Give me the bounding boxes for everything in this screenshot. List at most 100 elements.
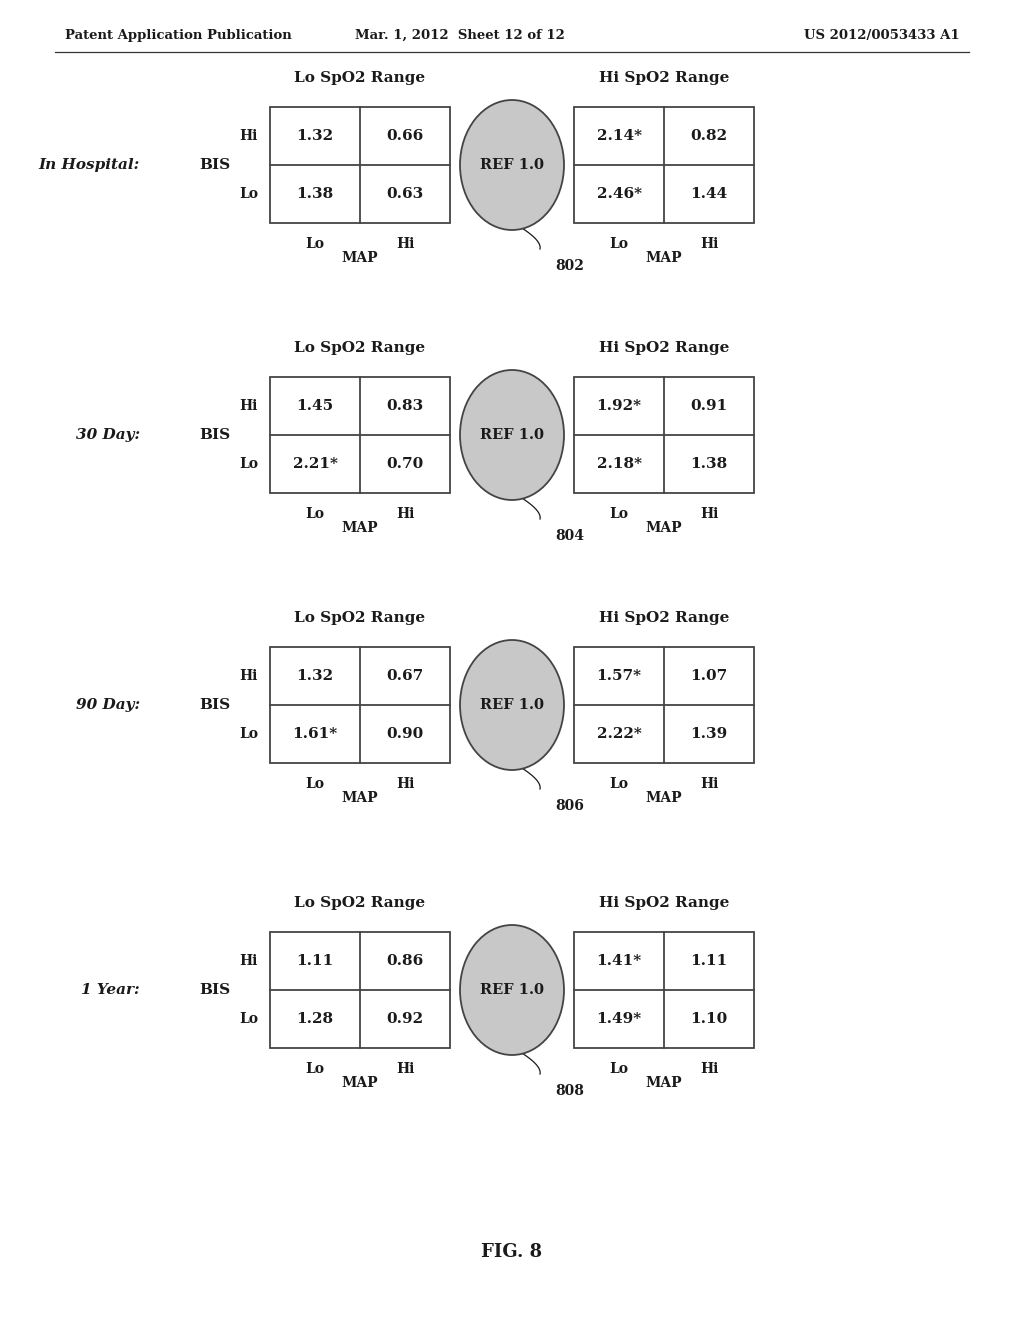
Text: BIS: BIS (200, 428, 230, 442)
Text: 1.44: 1.44 (690, 187, 728, 201)
Text: Lo SpO2 Range: Lo SpO2 Range (295, 896, 426, 909)
Text: Hi SpO2 Range: Hi SpO2 Range (599, 896, 729, 909)
Text: Lo: Lo (239, 1012, 258, 1026)
Text: MAP: MAP (646, 251, 682, 265)
Text: 1.11: 1.11 (296, 954, 334, 968)
Text: Patent Application Publication: Patent Application Publication (65, 29, 292, 41)
Text: MAP: MAP (646, 521, 682, 535)
Text: 2.18*: 2.18* (597, 457, 641, 471)
Text: Hi: Hi (699, 777, 718, 791)
Text: Lo SpO2 Range: Lo SpO2 Range (295, 611, 426, 624)
Text: 0.66: 0.66 (386, 129, 424, 143)
Text: Hi: Hi (396, 1063, 414, 1076)
Text: MAP: MAP (342, 1076, 378, 1090)
Text: 1.49*: 1.49* (596, 1012, 642, 1026)
Text: Lo: Lo (305, 1063, 325, 1076)
Text: Hi SpO2 Range: Hi SpO2 Range (599, 611, 729, 624)
Text: Lo: Lo (305, 507, 325, 521)
Text: Lo: Lo (239, 457, 258, 471)
Text: 2.22*: 2.22* (597, 727, 641, 741)
Text: 1.57*: 1.57* (597, 669, 641, 682)
Ellipse shape (460, 640, 564, 770)
Text: 1.41*: 1.41* (596, 954, 642, 968)
Bar (270, 107, 450, 223)
Text: Lo: Lo (609, 777, 629, 791)
Text: Hi: Hi (240, 954, 258, 968)
Text: MAP: MAP (342, 791, 378, 805)
Text: 2.21*: 2.21* (293, 457, 338, 471)
Ellipse shape (460, 370, 564, 500)
Text: Hi: Hi (396, 777, 414, 791)
Text: Lo: Lo (239, 187, 258, 201)
Text: MAP: MAP (646, 1076, 682, 1090)
Text: Hi: Hi (240, 399, 258, 413)
Text: 0.86: 0.86 (386, 954, 424, 968)
Bar (270, 378, 450, 492)
Text: 808: 808 (555, 1084, 584, 1098)
Text: 2.14*: 2.14* (597, 129, 641, 143)
Text: 1.10: 1.10 (690, 1012, 728, 1026)
Text: 90 Day:: 90 Day: (76, 698, 140, 711)
Text: 1.61*: 1.61* (293, 727, 338, 741)
Text: Mar. 1, 2012  Sheet 12 of 12: Mar. 1, 2012 Sheet 12 of 12 (355, 29, 565, 41)
Text: Lo SpO2 Range: Lo SpO2 Range (295, 341, 426, 355)
Text: Hi: Hi (396, 238, 414, 251)
Text: 806: 806 (555, 799, 584, 813)
Text: 804: 804 (555, 529, 584, 543)
Bar (270, 932, 450, 1048)
Text: Hi: Hi (240, 129, 258, 143)
Text: 0.82: 0.82 (690, 129, 728, 143)
Text: MAP: MAP (646, 791, 682, 805)
Text: FIG. 8: FIG. 8 (481, 1243, 543, 1261)
Text: 0.70: 0.70 (386, 457, 424, 471)
Text: 0.83: 0.83 (386, 399, 424, 413)
Text: Hi: Hi (240, 669, 258, 682)
Text: 1.39: 1.39 (690, 727, 728, 741)
Text: BIS: BIS (200, 158, 230, 172)
Text: 1.92*: 1.92* (597, 399, 641, 413)
Text: 0.67: 0.67 (386, 669, 424, 682)
Text: 1.38: 1.38 (296, 187, 334, 201)
Text: Lo: Lo (239, 727, 258, 741)
Text: REF 1.0: REF 1.0 (480, 158, 544, 172)
Text: In Hospital:: In Hospital: (39, 158, 140, 172)
Text: BIS: BIS (200, 698, 230, 711)
Text: Hi: Hi (396, 507, 414, 521)
Text: REF 1.0: REF 1.0 (480, 428, 544, 442)
Ellipse shape (460, 100, 564, 230)
Bar (574, 647, 754, 763)
Text: US 2012/0053433 A1: US 2012/0053433 A1 (805, 29, 961, 41)
Text: BIS: BIS (200, 983, 230, 997)
Ellipse shape (460, 925, 564, 1055)
Text: 802: 802 (555, 259, 584, 273)
Bar (270, 647, 450, 763)
Text: 30 Day:: 30 Day: (76, 428, 140, 442)
Text: Lo: Lo (609, 507, 629, 521)
Text: Lo SpO2 Range: Lo SpO2 Range (295, 71, 426, 84)
Text: 0.92: 0.92 (386, 1012, 424, 1026)
Text: 1 Year:: 1 Year: (81, 983, 140, 997)
Text: 1.11: 1.11 (690, 954, 728, 968)
Bar (574, 932, 754, 1048)
Text: 1.32: 1.32 (296, 129, 334, 143)
Text: Hi: Hi (699, 507, 718, 521)
Text: MAP: MAP (342, 521, 378, 535)
Text: 0.90: 0.90 (386, 727, 424, 741)
Text: Lo: Lo (609, 1063, 629, 1076)
Text: Hi: Hi (699, 238, 718, 251)
Text: Hi SpO2 Range: Hi SpO2 Range (599, 71, 729, 84)
Text: 0.63: 0.63 (386, 187, 424, 201)
Text: Lo: Lo (305, 777, 325, 791)
Text: 1.28: 1.28 (296, 1012, 334, 1026)
Text: Lo: Lo (609, 238, 629, 251)
Text: 2.46*: 2.46* (597, 187, 641, 201)
Text: Hi: Hi (699, 1063, 718, 1076)
Text: Lo: Lo (305, 238, 325, 251)
Bar (574, 107, 754, 223)
Text: 1.07: 1.07 (690, 669, 728, 682)
Bar (574, 378, 754, 492)
Text: REF 1.0: REF 1.0 (480, 983, 544, 997)
Text: 0.91: 0.91 (690, 399, 728, 413)
Text: Hi SpO2 Range: Hi SpO2 Range (599, 341, 729, 355)
Text: REF 1.0: REF 1.0 (480, 698, 544, 711)
